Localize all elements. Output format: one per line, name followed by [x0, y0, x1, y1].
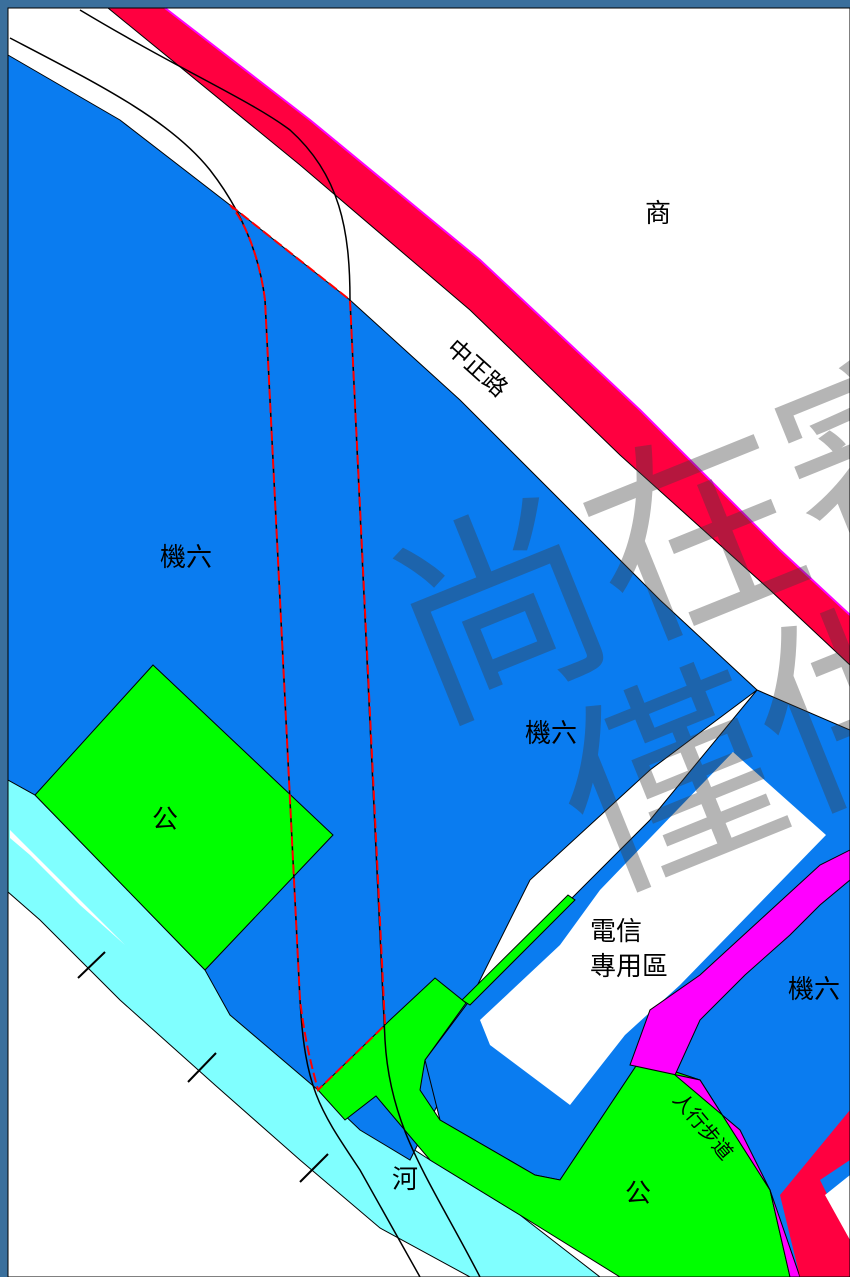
label-telecom-2: 專用區	[590, 952, 668, 982]
label-zone-left: 機六	[160, 543, 212, 573]
park-strip	[461, 894, 576, 1006]
park-left	[34, 664, 334, 971]
label-zone-right: 機六	[788, 975, 840, 1005]
label-river: 河	[392, 1165, 418, 1195]
label-telecom-1: 電信	[590, 917, 642, 947]
label-park-bottom: 公	[625, 1179, 651, 1209]
road-red-edge	[164, 7, 850, 616]
river-tick-3	[299, 1153, 329, 1183]
river-tick-2	[187, 1052, 217, 1083]
curve-line-inner	[9, 37, 421, 1277]
river-white-sliver	[10, 830, 125, 945]
label-commercial: 商	[645, 199, 671, 229]
map-border	[7, 7, 850, 1277]
boundary-dashed	[229, 204, 387, 1092]
road-red-lower-inner	[825, 1175, 850, 1240]
road-edge-line	[107, 7, 850, 666]
label-park-left: 公	[152, 805, 178, 835]
road-red-lower	[780, 1110, 850, 1277]
river-tick-1	[77, 951, 106, 979]
curve-line-outer	[79, 9, 481, 1277]
telecom-zone	[480, 752, 826, 1105]
label-zone-center: 機六	[525, 719, 577, 749]
pedestrian-walkway	[629, 849, 850, 1277]
